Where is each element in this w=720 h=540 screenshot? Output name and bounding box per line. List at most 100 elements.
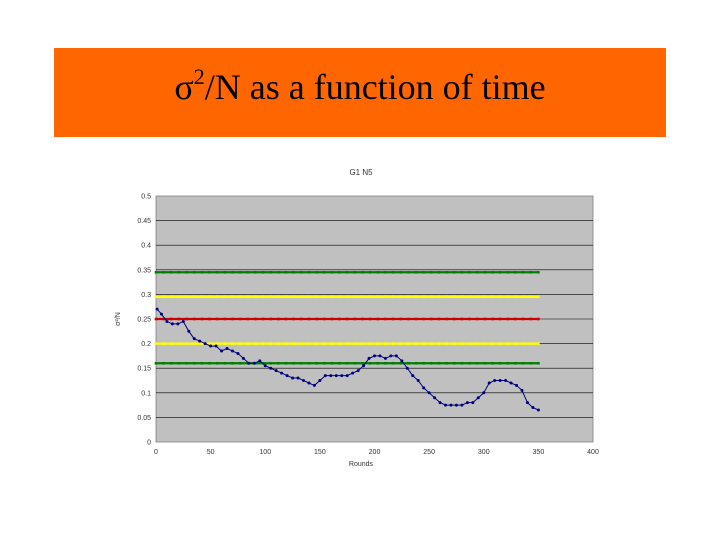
reference-marker (537, 270, 540, 274)
reference-marker (483, 317, 487, 321)
reference-marker (162, 270, 165, 274)
reference-marker (154, 342, 158, 345)
reference-marker (208, 361, 211, 365)
data-point (176, 322, 180, 326)
x-tick-label: 300 (478, 449, 490, 456)
reference-lines (154, 270, 540, 365)
reference-marker (384, 317, 387, 321)
reference-marker (215, 317, 219, 321)
reference-marker (169, 342, 173, 345)
reference-marker (177, 342, 181, 345)
reference-marker (322, 317, 326, 321)
reference-marker (192, 295, 196, 299)
title-banner: σ2/N as a function of time (54, 48, 666, 137)
reference-marker (399, 270, 403, 274)
data-point (367, 356, 371, 360)
y-tick-label: 0.35 (137, 267, 151, 274)
reference-marker (162, 361, 165, 365)
reference-marker (445, 342, 448, 345)
reference-marker (185, 317, 188, 321)
reference-marker (483, 295, 487, 299)
reference-marker (192, 270, 196, 274)
reference-marker (483, 342, 487, 345)
reference-marker (368, 361, 372, 365)
reference-marker (200, 295, 204, 299)
reference-marker (460, 342, 464, 345)
reference-marker (422, 342, 425, 345)
data-point (536, 408, 540, 412)
data-point (225, 347, 229, 351)
reference-marker (246, 270, 250, 274)
reference-marker (231, 270, 234, 274)
data-point (296, 376, 300, 380)
reference-marker (307, 270, 311, 274)
reference-marker (169, 317, 173, 321)
reference-marker (177, 295, 181, 299)
reference-marker (407, 317, 410, 321)
reference-marker (169, 295, 173, 299)
data-point (531, 406, 535, 410)
reference-marker (529, 342, 533, 345)
y-tick-label: 0.2 (141, 341, 151, 348)
reference-marker (238, 342, 242, 345)
data-point (155, 307, 159, 311)
reference-marker (307, 317, 311, 321)
reference-marker (345, 317, 349, 321)
reference-marker (177, 317, 181, 321)
data-point (220, 349, 224, 353)
reference-marker (491, 295, 494, 299)
reference-marker (208, 342, 211, 345)
reference-marker (445, 295, 448, 299)
chart-title: G1 N5 (349, 168, 373, 177)
reference-marker (238, 317, 242, 321)
reference-marker (208, 270, 211, 274)
reference-marker (437, 317, 441, 321)
reference-marker (537, 342, 540, 345)
reference-marker (376, 317, 380, 321)
reference-marker (514, 342, 517, 345)
reference-marker (422, 295, 425, 299)
reference-marker (269, 342, 273, 345)
reference-marker (514, 317, 517, 321)
x-tick-label: 400 (587, 449, 599, 456)
data-point (323, 374, 327, 378)
reference-marker (292, 342, 295, 345)
reference-marker (154, 295, 158, 299)
y-tick-label: 0.05 (137, 415, 151, 422)
reference-marker (338, 361, 341, 365)
reference-marker (338, 342, 341, 345)
data-point (356, 369, 360, 373)
reference-marker (192, 342, 196, 345)
reference-marker (338, 317, 341, 321)
reference-marker (192, 317, 196, 321)
reference-marker (430, 295, 433, 299)
data-point (405, 366, 409, 370)
data-point (373, 354, 376, 358)
reference-marker (391, 270, 395, 274)
reference-marker (407, 361, 410, 365)
reference-marker (300, 342, 303, 345)
reference-marker (498, 342, 502, 345)
reference-marker (200, 342, 204, 345)
data-point (236, 351, 240, 355)
data-point (394, 354, 398, 358)
reference-marker (414, 361, 418, 365)
data-point (247, 361, 251, 365)
reference-marker (162, 342, 165, 345)
reference-marker (498, 361, 502, 365)
reference-marker (460, 317, 464, 321)
reference-marker (330, 342, 334, 345)
reference-marker (185, 295, 188, 299)
reference-marker (521, 270, 525, 274)
reference-marker (330, 295, 334, 299)
data-point (498, 379, 502, 382)
data-point (493, 379, 497, 382)
reference-marker (292, 270, 295, 274)
reference-marker (376, 270, 380, 274)
data-point (258, 359, 262, 363)
reference-marker (284, 270, 288, 274)
reference-marker (452, 270, 456, 274)
reference-marker (384, 295, 387, 299)
reference-marker (414, 270, 418, 274)
data-point (400, 359, 404, 363)
